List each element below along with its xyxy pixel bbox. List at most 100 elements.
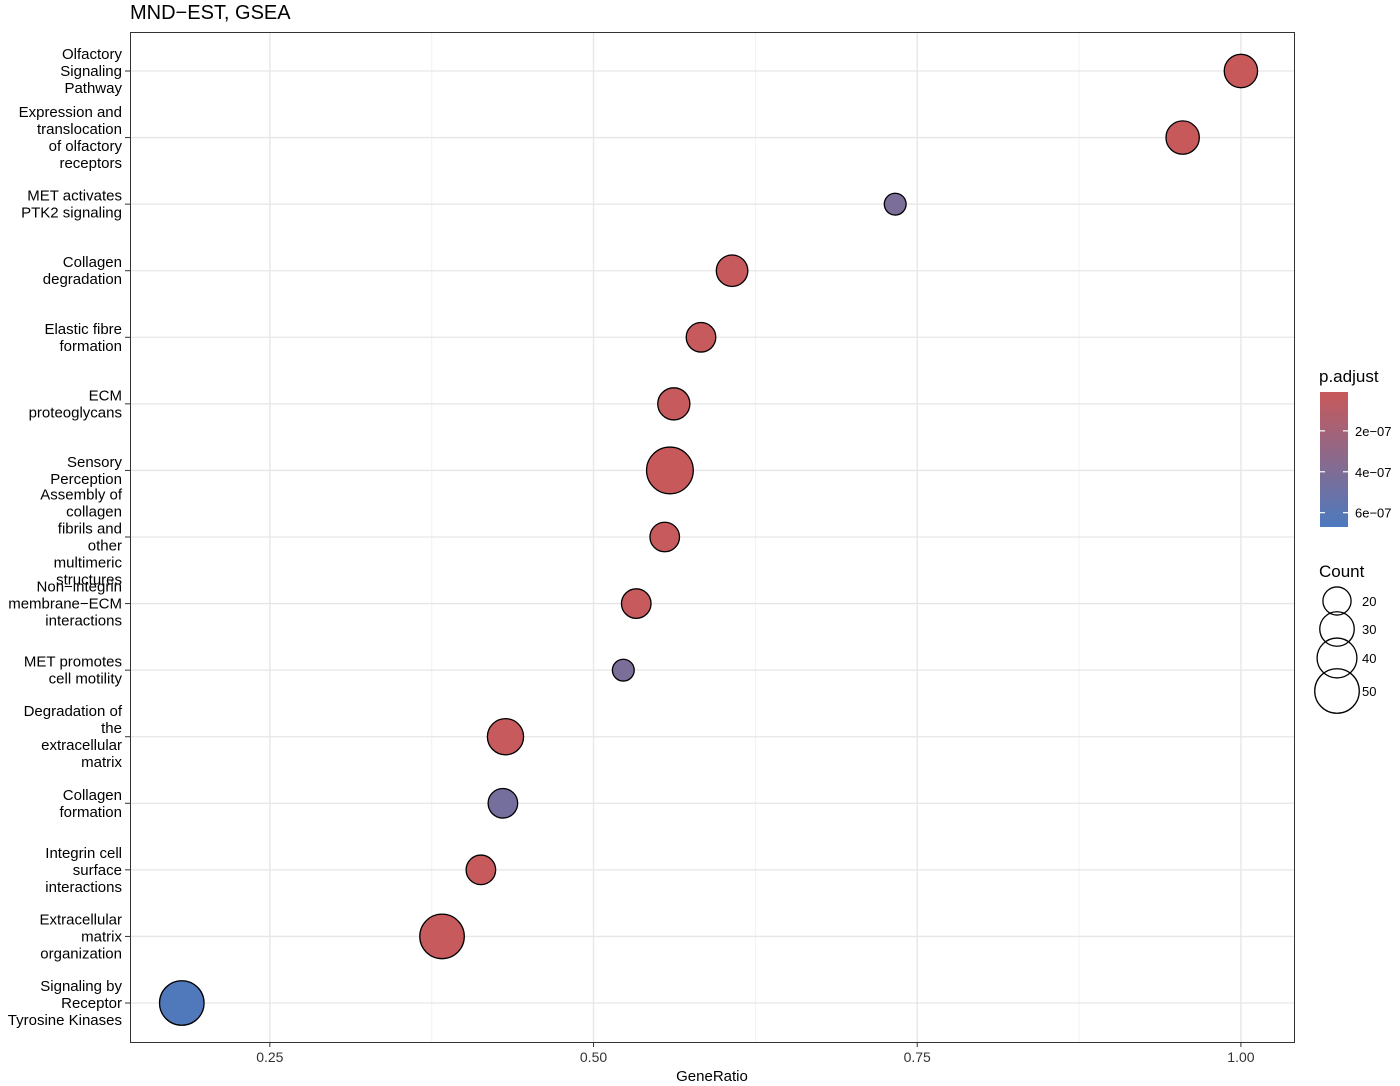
size-legend-label: 30 xyxy=(1362,622,1376,637)
category-label-line: fibrils and xyxy=(58,521,122,538)
color-legend-label: 4e−07 xyxy=(1355,465,1392,480)
data-point xyxy=(685,321,717,353)
data-point xyxy=(883,192,907,216)
category-label-line: organization xyxy=(40,945,122,962)
category-label-line: formation xyxy=(59,804,122,821)
category-label-line: collagen xyxy=(66,504,122,521)
category-label-line: Degradation of xyxy=(24,703,123,720)
size-legend-label: 20 xyxy=(1362,594,1376,609)
category-label: Signaling by Receptor Tyrosine Kinases xyxy=(8,978,123,1029)
data-point xyxy=(611,658,635,682)
data-point xyxy=(1223,53,1259,89)
category-label-line: proteoglycans xyxy=(29,404,122,421)
color-legend: p.adjust 2e−07 4e−07 6e−07 xyxy=(1319,367,1392,527)
size-legend-key xyxy=(1322,586,1352,616)
color-legend-bar xyxy=(1320,392,1348,527)
category-label-line: Collagen xyxy=(63,787,122,804)
category-label-line: cell motility xyxy=(49,671,123,688)
category-label-line: Expression and xyxy=(19,104,122,121)
data-point xyxy=(486,717,525,756)
size-legend-key xyxy=(1314,668,1360,714)
plot-panel-border xyxy=(130,32,1295,1043)
x-tick-label: 0.50 xyxy=(580,1049,607,1065)
size-legend-keys: 20 30 40 50 xyxy=(1314,586,1376,714)
category-label: Extracellular matrix organization xyxy=(39,911,122,962)
category-label: Expression and translocation of olfactory r… xyxy=(19,104,123,172)
category-label-line: other xyxy=(88,538,122,555)
data-point xyxy=(158,980,205,1026)
data-point xyxy=(487,787,519,819)
data-point xyxy=(715,254,749,288)
size-legend-title: Count xyxy=(1319,562,1365,581)
data-point xyxy=(1165,120,1200,155)
category-label-line: Receptor xyxy=(61,995,122,1012)
category-label-line: membrane−ECM xyxy=(8,596,122,613)
category-label-line: Integrin cell xyxy=(45,845,122,862)
category-label: ECM proteoglycans xyxy=(29,387,122,421)
y-axis: Olfactory Signaling Pathway Expression and t… xyxy=(8,46,130,1029)
category-label-line: formation xyxy=(59,338,122,355)
category-label: Sensory Perception xyxy=(50,454,122,488)
data-point xyxy=(419,913,465,960)
category-label-line: Olfactory xyxy=(62,46,123,63)
category-label-line: Elastic fibre xyxy=(44,321,122,338)
x-axis: 0.25 0.50 0.75 1.00 xyxy=(256,1042,1255,1065)
size-legend-label: 50 xyxy=(1362,684,1376,699)
category-label-line: Non−integrin xyxy=(37,579,122,596)
x-tick-label: 0.25 xyxy=(256,1049,283,1065)
data-point xyxy=(657,387,691,421)
category-label-line: Pathway xyxy=(64,80,122,97)
category-label: Collagen degradation xyxy=(43,254,122,288)
category-label: Degradation of the extracellular matrix xyxy=(24,703,123,771)
category-label-line: interactions xyxy=(45,879,122,896)
category-label: MET activates PTK2 signaling xyxy=(21,188,122,222)
size-legend-key xyxy=(1316,637,1358,679)
color-legend-label: 2e−07 xyxy=(1355,424,1392,439)
data-point xyxy=(465,854,497,886)
category-label-line: matrix xyxy=(81,754,122,771)
category-label: Integrin cell surface interactions xyxy=(45,845,122,896)
color-legend-label: 6e−07 xyxy=(1355,506,1392,521)
category-label-line: Signaling xyxy=(60,63,122,80)
size-legend: Count 20 30 40 50 xyxy=(1314,562,1376,714)
category-label: Non−integrin membrane−ECM interactions xyxy=(8,579,122,630)
category-label: Elastic fibre formation xyxy=(44,321,122,355)
category-label: Collagen formation xyxy=(59,787,122,821)
category-label-line: multimeric xyxy=(54,555,123,572)
category-label: Olfactory Signaling Pathway xyxy=(60,46,122,97)
category-label-line: degradation xyxy=(43,271,122,288)
chart-title: MND−EST, GSEA xyxy=(130,2,291,24)
category-label: MET promotes cell motility xyxy=(24,654,123,688)
data-point xyxy=(649,521,681,553)
size-legend-key xyxy=(1319,611,1355,647)
category-label-line: MET activates xyxy=(27,188,122,205)
category-label-line: translocation xyxy=(37,121,122,138)
x-tick-label: 1.00 xyxy=(1227,1049,1254,1065)
category-label-line: Signaling by xyxy=(40,978,122,995)
x-tick-label: 0.75 xyxy=(904,1049,931,1065)
category-label-line: ECM xyxy=(89,387,122,404)
category-label-line: Assembly of xyxy=(40,487,123,504)
size-legend-label: 40 xyxy=(1362,651,1376,666)
category-label-line: interactions xyxy=(45,613,122,630)
data-point xyxy=(645,446,694,495)
color-legend-title: p.adjust xyxy=(1319,367,1379,386)
category-label-line: MET promotes xyxy=(24,654,122,671)
data-point xyxy=(620,588,652,619)
x-axis-title: GeneRatio xyxy=(676,1068,748,1085)
category-label-line: surface xyxy=(73,862,122,879)
category-label-line: receptors xyxy=(59,155,122,172)
category-label-line: structures xyxy=(56,572,122,589)
category-label-line: Extracellular xyxy=(39,911,122,928)
category-label-line: PTK2 signaling xyxy=(21,205,122,222)
category-label-line: Perception xyxy=(50,471,122,488)
category-label: Assembly of collagen fibrils and other multi… xyxy=(40,487,123,589)
category-label-line: Sensory xyxy=(67,454,123,471)
points xyxy=(158,53,1259,1026)
category-label-line: Tyrosine Kinases xyxy=(8,1012,122,1029)
category-label-line: Collagen xyxy=(63,254,122,271)
category-label-line: of olfactory xyxy=(49,138,123,155)
grid-major xyxy=(130,32,1294,1042)
category-label-line: matrix xyxy=(81,928,122,945)
